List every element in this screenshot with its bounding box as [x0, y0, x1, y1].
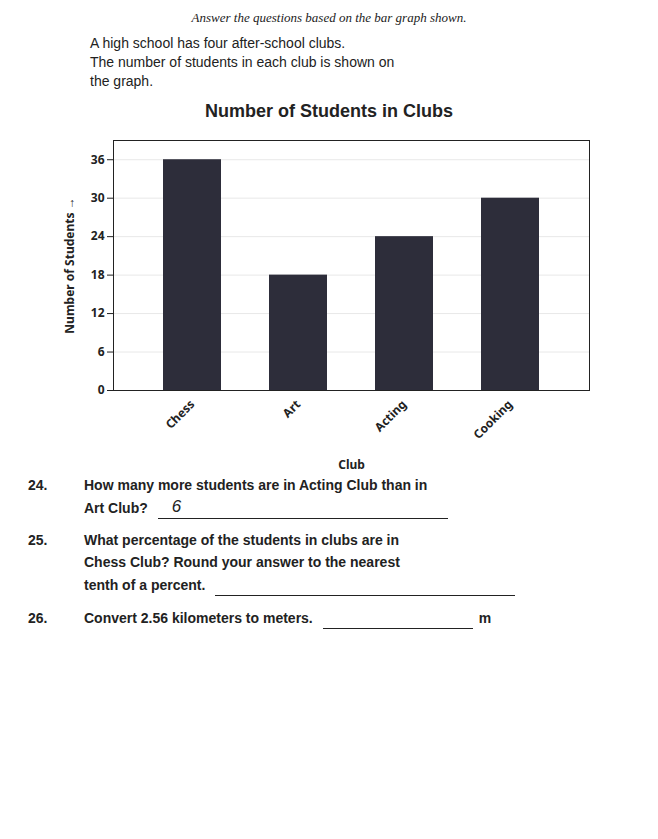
- html-text:How many more students are in: How many more students are in Acting Clu…: [84, 477, 428, 493]
- svg-text:Cooking: Cooking: [469, 396, 516, 443]
- html-text:Convert 2.56 kilometers to met: Convert 2.56 kilometers to meters.: [84, 610, 313, 626]
- svg-text:36: 36: [91, 151, 105, 168]
- html-text:the graph.: the graph.: [90, 73, 154, 89]
- html-text:6: 6: [171, 497, 182, 516]
- html-text:A high school has four after-s: A high school has four after-school club…: [90, 35, 346, 51]
- svg-text:Chess: Chess: [161, 396, 198, 433]
- html-text:25.: 25.: [28, 532, 48, 548]
- html-text:m: m: [478, 610, 492, 626]
- svg-text:18: 18: [91, 266, 105, 283]
- svg-text:Art: Art: [279, 396, 304, 421]
- svg-text:Number of Students →: Number of Students →: [61, 197, 78, 333]
- svg-text:0: 0: [98, 381, 105, 398]
- html-text:Answer the questions based on: Answer the questions based on the bar gr…: [191, 10, 467, 25]
- svg-text:30: 30: [91, 189, 105, 206]
- svg-text:6: 6: [98, 343, 105, 360]
- html-text:Art Club?: Art Club?: [84, 500, 148, 516]
- html-text:What percentage of the student: What percentage of the students in clubs…: [84, 532, 400, 548]
- svg-text:Club: Club: [338, 456, 365, 473]
- html-text:Number of Students in Clubs: Number of Students in Clubs: [205, 101, 453, 121]
- html-text:Chess Club? Round your answer: Chess Club? Round your answer to the nea…: [84, 554, 400, 570]
- html-text:24.: 24.: [28, 477, 48, 493]
- html-text:tenth of a percent.: tenth of a percent.: [84, 577, 206, 593]
- svg-text:Acting: Acting: [371, 396, 410, 435]
- svg-text:12: 12: [91, 304, 105, 321]
- html-text:26.: 26.: [28, 610, 48, 626]
- html-text:The number of students in each: The number of students in each club is s…: [90, 54, 395, 70]
- svg-text:24: 24: [91, 227, 105, 244]
